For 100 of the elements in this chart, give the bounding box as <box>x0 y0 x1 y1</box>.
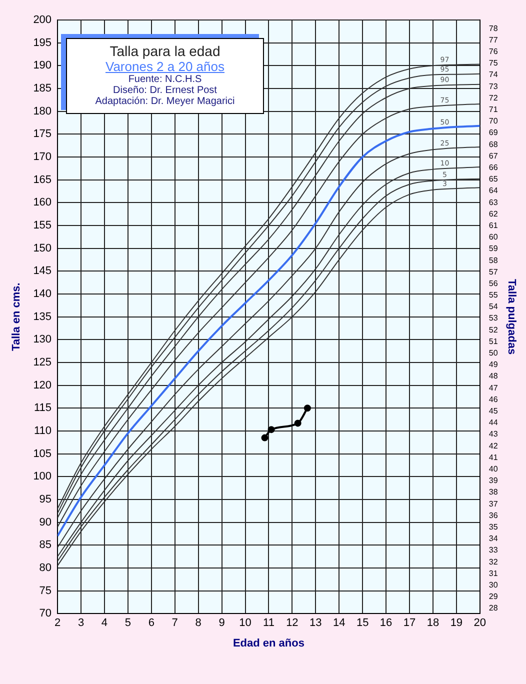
y2-tick-label: 28 <box>488 604 498 613</box>
x-tick-label: 11 <box>263 617 274 630</box>
y-tick-label: 80 <box>39 562 52 574</box>
y2-tick-label: 57 <box>488 267 498 276</box>
y2-tick-label: 52 <box>488 325 498 334</box>
x-tick-label: 9 <box>218 617 225 630</box>
y-tick-label: 185 <box>33 82 52 95</box>
y2-tick-label: 42 <box>488 441 498 450</box>
y2-tick-label: 43 <box>488 430 498 439</box>
y2-tick-label: 36 <box>488 510 498 520</box>
x-tick-label: 6 <box>148 617 154 630</box>
x-tick-label: 5 <box>124 617 132 630</box>
y2-tick-label: 60 <box>488 232 498 242</box>
y-tick-label: 105 <box>33 448 52 460</box>
y-tick-label: 140 <box>33 288 52 300</box>
y2-tick-label: 66 <box>488 162 498 172</box>
y2-tick-label: 75 <box>488 58 498 68</box>
y2-tick-label: 72 <box>488 93 498 102</box>
y2-tick-label: 38 <box>488 488 498 497</box>
y-tick-label: 190 <box>33 60 52 72</box>
y-tick-label: 180 <box>33 105 52 118</box>
y2-tick-label: 47 <box>488 383 498 392</box>
y2-tick-label: 45 <box>488 406 498 416</box>
y2-tick-label: 40 <box>488 464 498 474</box>
y2-tick-label: 53 <box>488 314 498 323</box>
x-tick-label: 2 <box>54 617 61 630</box>
y-axis-title: Talla en cms. <box>10 282 23 351</box>
y-tick-label: 165 <box>33 174 52 186</box>
y-tick-label: 90 <box>39 516 52 528</box>
y2-tick-label: 50 <box>488 348 498 358</box>
y2-tick-label: 41 <box>488 452 498 462</box>
y2-tick-label: 31 <box>488 568 498 578</box>
y2-tick-label: 34 <box>488 534 498 544</box>
y2-tick-label: 78 <box>488 24 498 33</box>
y2-tick-label: 64 <box>488 186 498 196</box>
x-tick-label: 15 <box>356 617 369 630</box>
x-tick-label: 19 <box>450 617 463 630</box>
x-axis-title: Edad en años <box>232 637 304 650</box>
x-tick-label: 7 <box>172 617 178 630</box>
x-tick-label: 12 <box>286 617 298 630</box>
x-tick-label: 16 <box>380 617 392 630</box>
y2-axis-title: Talla pulgadas <box>505 279 518 355</box>
y2-tick-label: 29 <box>488 592 498 602</box>
y2-tick-label: 67 <box>488 151 498 160</box>
x-tick-label: 3 <box>78 617 84 630</box>
annotation: Diseño: Dr. Ernest Post <box>112 85 218 96</box>
y-tick-label: 195 <box>33 36 52 49</box>
y-tick-label: 110 <box>34 424 52 437</box>
y2-tick-label: 30 <box>488 580 498 590</box>
x-tick-label: 4 <box>101 617 108 630</box>
y2-tick-label: 39 <box>488 476 498 486</box>
y2-tick-label: 55 <box>488 290 498 300</box>
y2-tick-label: 51 <box>488 336 498 346</box>
y2-tick-label: 49 <box>488 360 498 370</box>
y-tick-label: 130 <box>33 334 52 346</box>
y2-tick-label: 54 <box>488 302 498 312</box>
y2-tick-label: 63 <box>488 198 498 207</box>
y2-tick-label: 69 <box>488 128 498 138</box>
y2-tick-label: 68 <box>488 140 498 149</box>
x-tick-label: 10 <box>239 617 252 630</box>
x-tick-label: 17 <box>403 617 416 630</box>
y-tick-label: 85 <box>39 539 52 552</box>
x-tick-label: 8 <box>195 617 202 630</box>
y-tick-label: 155 <box>33 220 52 232</box>
y2-tick-label: 71 <box>488 104 498 114</box>
y-tick-label: 95 <box>39 493 52 506</box>
y2-tick-label: 65 <box>488 174 498 184</box>
y2-tick-label: 48 <box>488 372 498 381</box>
y-tick-label: 135 <box>33 310 52 323</box>
annotation: Fuente: N.C.H.S <box>127 74 203 85</box>
y2-tick-label: 77 <box>488 35 498 44</box>
y-tick-label: 175 <box>33 128 52 140</box>
y2-tick-label: 32 <box>488 557 498 566</box>
y-tick-label: 200 <box>33 14 52 26</box>
y-tick-label: 160 <box>33 196 52 209</box>
y2-tick-label: 59 <box>488 244 498 254</box>
annotation: Adaptación: Dr. Meyer Magarici <box>94 96 236 107</box>
x-tick-label: 13 <box>310 617 322 630</box>
x-tick-label: 20 <box>474 617 486 630</box>
y-tick-label: 145 <box>33 265 52 278</box>
x-tick-label: 18 <box>426 617 440 630</box>
x-tick-label: 14 <box>332 617 346 630</box>
y-tick-label: 115 <box>34 402 52 414</box>
y2-tick-label: 76 <box>488 46 498 56</box>
y2-tick-label: 58 <box>488 256 498 265</box>
y2-tick-label: 73 <box>488 82 498 91</box>
y-tick-label: 100 <box>33 470 52 483</box>
y2-tick-label: 44 <box>488 418 498 428</box>
y-tick-label: 120 <box>33 379 52 392</box>
y2-tick-label: 74 <box>488 70 498 80</box>
y-tick-label: 70 <box>39 608 52 620</box>
y2-tick-label: 56 <box>488 278 498 288</box>
y-tick-label: 75 <box>39 584 52 597</box>
y2-tick-label: 62 <box>488 209 498 218</box>
y2-tick-label: 35 <box>488 522 498 532</box>
y2-tick-label: 61 <box>488 220 498 230</box>
y2-tick-label: 37 <box>488 499 498 508</box>
y2-tick-label: 46 <box>488 394 498 404</box>
y-tick-label: 170 <box>33 151 52 164</box>
y2-tick-label: 33 <box>488 546 498 555</box>
